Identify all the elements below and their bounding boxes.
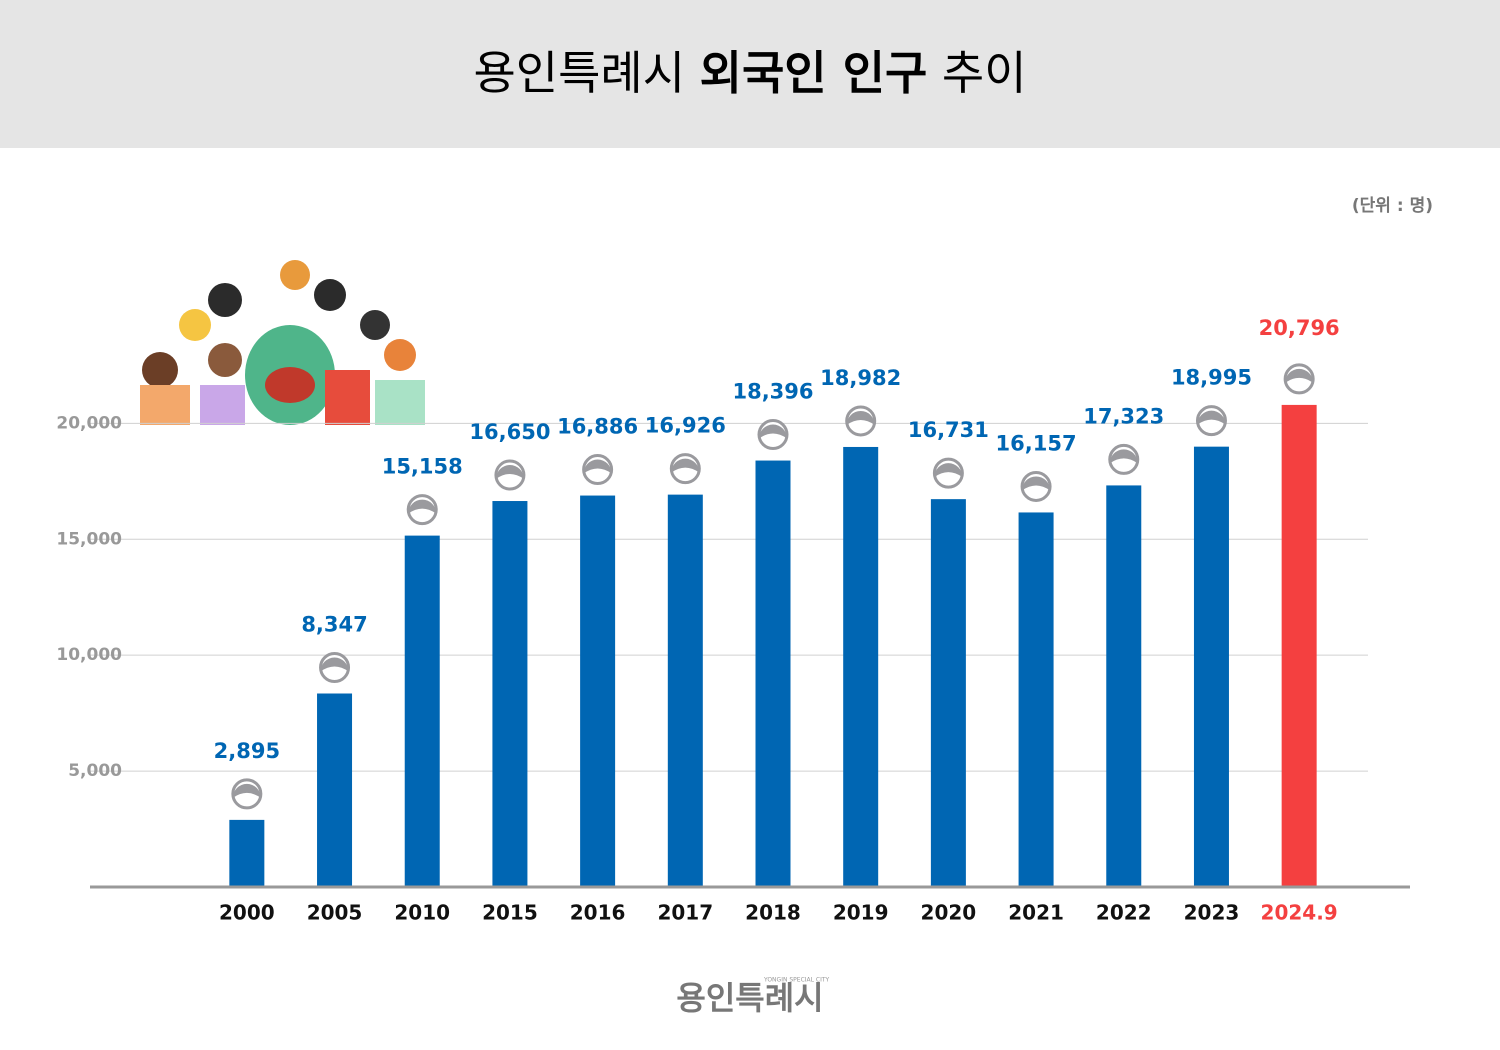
person-hair <box>671 458 700 473</box>
value-label: 16,731 <box>908 418 989 442</box>
person-hair <box>1285 368 1314 383</box>
title-band <box>0 0 1500 148</box>
value-label: 18,995 <box>1171 366 1252 390</box>
y-tick-label: 10,000 <box>56 645 122 665</box>
bar <box>843 446 879 887</box>
bar <box>580 495 616 887</box>
x-tick-label: 2024.9 <box>1261 901 1338 925</box>
x-tick-label: 2015 <box>482 901 538 925</box>
person-hair <box>1109 449 1138 464</box>
footer-logo: 용인특례시 <box>676 979 823 1017</box>
value-label: 16,650 <box>469 420 550 444</box>
x-tick-label: 2000 <box>219 901 275 925</box>
y-tick-label: 20,000 <box>56 413 122 433</box>
person-hair <box>232 783 261 798</box>
person-hair <box>1197 410 1226 425</box>
person-hair <box>320 657 349 672</box>
value-label: 2,895 <box>214 739 280 763</box>
bar <box>404 535 440 887</box>
title-suffix: 추이 <box>942 46 1027 100</box>
x-tick-label: 2018 <box>745 901 801 925</box>
x-tick-label: 2019 <box>833 901 889 925</box>
person-hair <box>846 410 875 425</box>
value-label: 20,796 <box>1259 316 1340 340</box>
bar <box>1106 485 1142 887</box>
value-label: 16,926 <box>645 414 726 438</box>
person-hair <box>583 459 612 474</box>
bar <box>930 499 966 887</box>
person-hair <box>759 424 787 439</box>
x-tick-label: 2021 <box>1008 901 1064 925</box>
y-tick-label: 15,000 <box>56 529 122 549</box>
person-hair <box>495 465 524 480</box>
bar <box>1018 512 1054 887</box>
x-tick-label: 2020 <box>921 901 977 925</box>
bar <box>229 819 265 887</box>
bar <box>667 494 703 887</box>
bar <box>1193 446 1229 887</box>
x-tick-label: 2023 <box>1184 901 1240 925</box>
x-tick-label: 2005 <box>307 901 363 925</box>
value-label: 16,886 <box>557 415 638 439</box>
value-label: 18,396 <box>732 380 813 404</box>
unit-label: (단위 : 명) <box>1352 196 1433 216</box>
bar <box>317 693 353 887</box>
person-hair <box>934 463 963 478</box>
value-label: 15,158 <box>382 455 463 479</box>
value-label: 17,323 <box>1083 404 1164 428</box>
chart-title: 용인특례시 외국인 인구 추이 <box>473 46 1026 100</box>
value-label: 18,982 <box>820 366 901 390</box>
person-hair <box>408 499 437 514</box>
value-label: 8,347 <box>301 613 367 637</box>
x-tick-label: 2010 <box>394 901 450 925</box>
x-tick-label: 2016 <box>570 901 626 925</box>
y-tick-label: 5,000 <box>68 761 122 781</box>
footer-logo-sub: YONGIN SPECIAL CITY <box>763 977 830 984</box>
bar <box>1281 404 1317 887</box>
x-tick-label: 2017 <box>657 901 713 925</box>
person-hair <box>1022 476 1051 491</box>
x-tick-label: 2022 <box>1096 901 1152 925</box>
bar <box>492 501 528 887</box>
title-prefix: 용인특례시 <box>473 46 685 100</box>
illustration <box>140 260 425 425</box>
value-label: 16,157 <box>996 431 1077 455</box>
title-emphasis: 외국인 인구 <box>700 46 928 100</box>
bar <box>755 460 791 887</box>
